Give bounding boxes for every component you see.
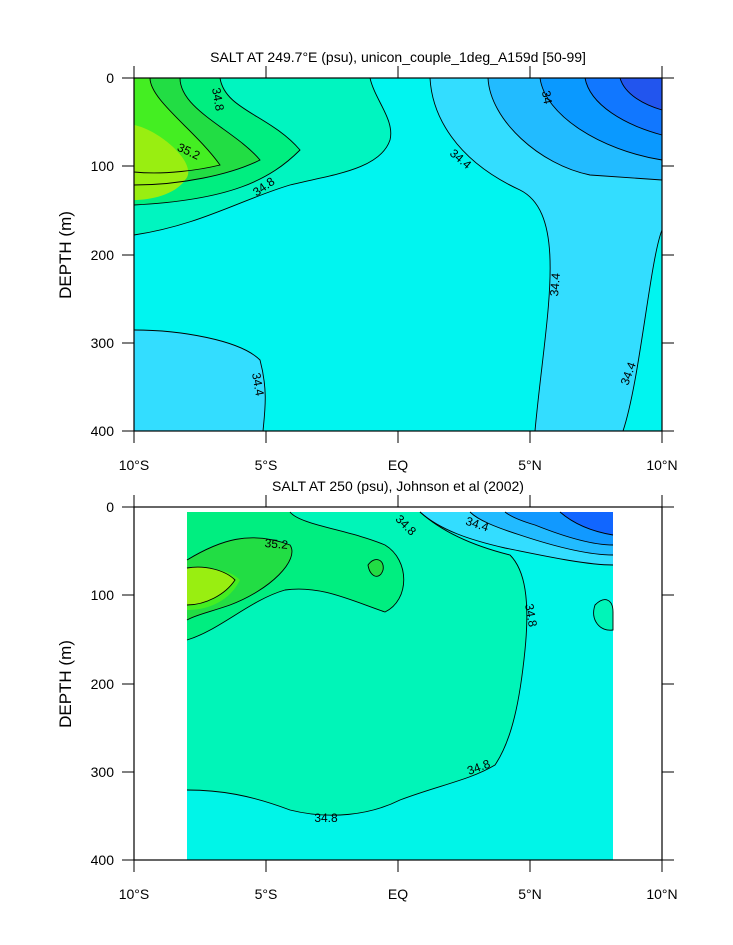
contour-label: 34.4 [249,372,267,398]
fill-region [187,567,235,605]
x-tick-labels-bottom: 10°S 5°S EQ 5°N 10°N [119,886,678,902]
fill-region [134,330,266,431]
contour-lines-bottom [186,511,614,816]
contour-line [186,566,236,606]
y-axis-label: DEPTH (m) [56,211,75,299]
x-tick-label: 5°N [518,886,542,902]
fill-region [134,125,189,200]
axis-ticks-top [122,66,674,443]
contour-line [133,77,221,174]
y-tick-label: 0 [106,70,114,86]
contour-line [593,599,614,631]
contour-label: 35.2 [264,536,289,552]
contour-line [367,559,384,577]
y-axis-label: DEPTH (m) [56,640,75,728]
contour-line [186,511,528,816]
x-tick-label: 10°N [646,457,677,473]
fill-region [560,512,613,535]
contour-label: 34.8 [314,811,338,825]
contour-label: 34.4 [464,514,491,535]
contour-line [186,511,405,641]
contour-label: 34.4 [547,272,563,297]
contour-line [133,329,266,432]
contour-label: 34.8 [522,603,540,629]
y-tick-label: 200 [91,247,115,263]
y-tick-labels-bottom: 0 100 200 300 400 [91,499,115,868]
x-tick-label: 5°S [255,886,278,902]
contour-line [133,77,392,236]
contour-line [186,537,293,621]
contour-line [133,77,301,206]
x-tick-labels-top: 10°S 5°S EQ 5°N 10°N [119,457,678,473]
contour-lines-top [133,77,663,432]
contour-line [559,511,614,536]
contour-line [504,511,614,546]
panel-bottom: SALT AT 250 (psu), Johnson et al (2002) … [56,478,678,902]
fill-region [620,78,662,110]
contour-line [619,77,663,111]
fill-region [368,559,384,577]
x-tick-label: 10°S [119,457,150,473]
x-tick-label: 10°S [119,886,150,902]
y-tick-labels-top: 0 100 200 300 400 [91,70,115,439]
contour-line [539,77,663,161]
axis-ticks-bottom [122,495,674,872]
contour-line [469,511,614,556]
contour-line [419,511,614,566]
y-tick-label: 400 [91,423,115,439]
y-tick-label: 100 [91,587,115,603]
contour-line [622,229,663,432]
y-tick-label: 200 [91,676,115,692]
contour-line [133,77,261,186]
chart-title: SALT AT 249.7°E (psu), unicon_couple_1de… [210,49,586,65]
x-tick-label: 5°N [518,457,542,473]
contour-line [487,77,663,181]
contour-fill-top [134,78,662,431]
panel-top: SALT AT 249.7°E (psu), unicon_couple_1de… [56,49,678,473]
contour-label: 34 [539,90,555,106]
x-tick-label: 5°S [255,457,278,473]
y-tick-label: 300 [91,335,115,351]
fill-region [593,599,613,631]
x-tick-label: 10°N [646,886,677,902]
x-tick-label: EQ [388,457,408,473]
y-tick-label: 300 [91,764,115,780]
x-tick-label: EQ [388,886,408,902]
contour-fill-bottom [187,512,613,860]
contour-line [429,77,551,432]
y-tick-label: 400 [91,852,115,868]
contour-line [584,77,663,136]
y-tick-label: 0 [106,499,114,515]
contour-label: 34.8 [209,87,227,113]
chart-title: SALT AT 250 (psu), Johnson et al (2002) [272,478,524,494]
y-tick-label: 100 [91,158,115,174]
